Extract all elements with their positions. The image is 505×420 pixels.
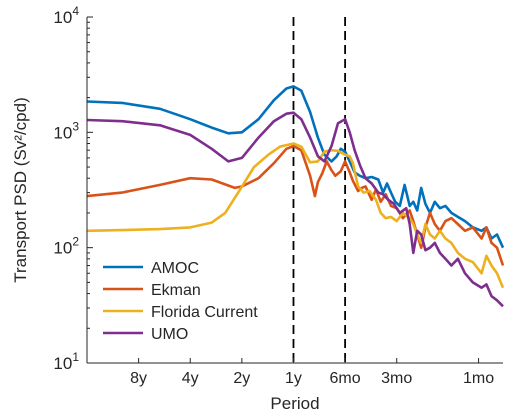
y-tick-label: 102 bbox=[53, 235, 79, 258]
series-layer bbox=[86, 85, 505, 308]
x-tick-label: 1mo bbox=[463, 370, 494, 387]
legend-label: UMO bbox=[151, 326, 188, 343]
y-tick-label: 101 bbox=[53, 350, 79, 373]
x-tick-label: 6mo bbox=[330, 370, 361, 387]
x-tick-label: 3mo bbox=[381, 370, 412, 387]
axes-layer: 8y 4y 2y 1y 6mo 3mo 1mo 101 102 103 104 bbox=[53, 4, 503, 387]
x-axis-label: Period bbox=[270, 394, 319, 413]
series-line-umo bbox=[86, 111, 504, 308]
x-tick-label: 8y bbox=[130, 370, 147, 387]
series-line-ekman bbox=[86, 144, 505, 266]
x-tick-label: 4y bbox=[182, 370, 199, 387]
x-tick-label: 1y bbox=[285, 370, 302, 387]
legend-label: AMOC bbox=[151, 260, 199, 277]
y-axis-label: Transport PSD (Sv²/cpd) bbox=[11, 97, 30, 282]
plot-area bbox=[87, 17, 503, 363]
series-line-amoc bbox=[86, 85, 505, 249]
x-tick-label: 2y bbox=[233, 370, 250, 387]
y-tick-label: 104 bbox=[53, 4, 79, 27]
series-line-florida-current bbox=[86, 142, 505, 289]
legend-label: Ekman bbox=[151, 282, 201, 299]
legend-label: Florida Current bbox=[151, 304, 258, 321]
y-tick-label: 103 bbox=[53, 119, 79, 142]
vertical-markers bbox=[292, 17, 346, 363]
legend: AMOC Ekman Florida Current UMO bbox=[103, 260, 258, 343]
